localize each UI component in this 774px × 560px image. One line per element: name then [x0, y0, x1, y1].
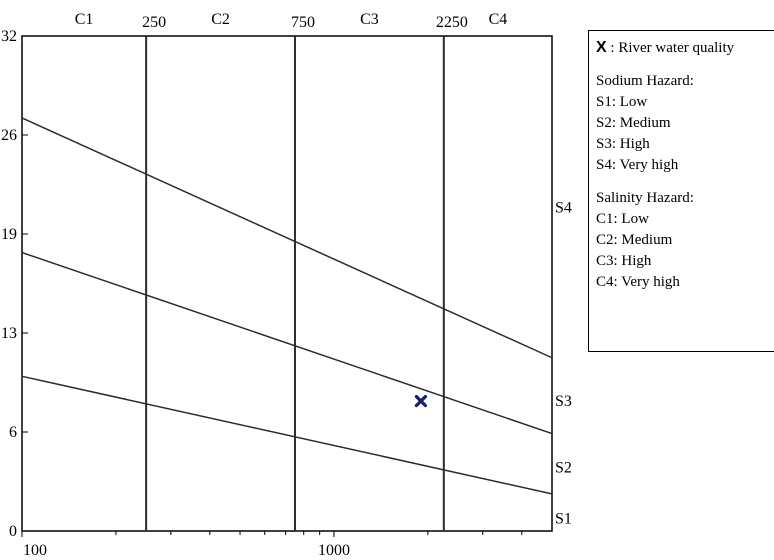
sodium-boundary-line	[21, 117, 553, 359]
legend-sodium-item: S2: Medium	[596, 115, 671, 131]
sodium-class-label: S1	[555, 511, 572, 528]
legend-sodium-item: S3: High	[596, 136, 650, 152]
y-tick-label: 13	[1, 325, 17, 342]
legend: X : River water quality Sodium Hazard: S…	[588, 30, 774, 352]
legend-marker-row: X : River water quality	[596, 37, 774, 59]
sodium-class-label: S4	[555, 200, 572, 217]
y-tick-label: 32	[1, 28, 17, 45]
salinity-class-label: C2	[211, 11, 230, 28]
sodium-boundary-line	[21, 251, 553, 435]
x-tick-label: 1000	[318, 542, 350, 559]
plot-border	[21, 35, 553, 532]
legend-salinity-title: Salinity Hazard:	[596, 190, 694, 206]
salinity-class-label: C4	[489, 11, 508, 28]
y-tick-label: 19	[1, 226, 17, 243]
y-tick-label: 6	[9, 424, 17, 441]
axis-labels: 250 750 2250 C1 C2 C3 C4 S4 S3 S2 S1 0 6 13 19 26 32 100 1…	[1, 11, 572, 559]
salinity-class-label: C1	[75, 11, 94, 28]
salinity-boundary-label: 2250	[436, 14, 468, 31]
legend-salinity-item: C3: High	[596, 253, 652, 269]
y-tick-label: 26	[1, 127, 17, 144]
legend-sodium-title: Sodium Hazard:	[596, 73, 694, 89]
y-tick-label: 0	[9, 523, 17, 540]
legend-salinity-item: C2: Medium	[596, 232, 673, 248]
boundary-lines	[145, 36, 445, 531]
legend-salinity-item: C4: Very high	[596, 274, 680, 290]
data-points	[414, 394, 428, 408]
axis-ticks	[21, 35, 523, 537]
legend-marker-symbol: X	[596, 39, 607, 56]
river-water-point	[414, 394, 428, 408]
sodium-boundary-line	[21, 375, 553, 495]
x-tick-label: 100	[23, 542, 47, 559]
sodium-class-label: S2	[555, 460, 572, 477]
legend-salinity-item: C1: Low	[596, 211, 649, 227]
salinity-boundary-label: 750	[291, 14, 315, 31]
plot-area	[21, 35, 553, 532]
salinity-class-label: C3	[360, 11, 379, 28]
legend-sodium-item: S1: Low	[596, 94, 648, 110]
legend-sodium-item: S4: Very high	[596, 157, 679, 173]
salinity-boundary-label: 250	[142, 14, 166, 31]
sodium-hazard-lines	[21, 117, 553, 495]
legend-marker-text: : River water quality	[606, 40, 735, 56]
river-point-stroke	[414, 394, 428, 408]
sodium-class-label: S3	[555, 393, 572, 410]
